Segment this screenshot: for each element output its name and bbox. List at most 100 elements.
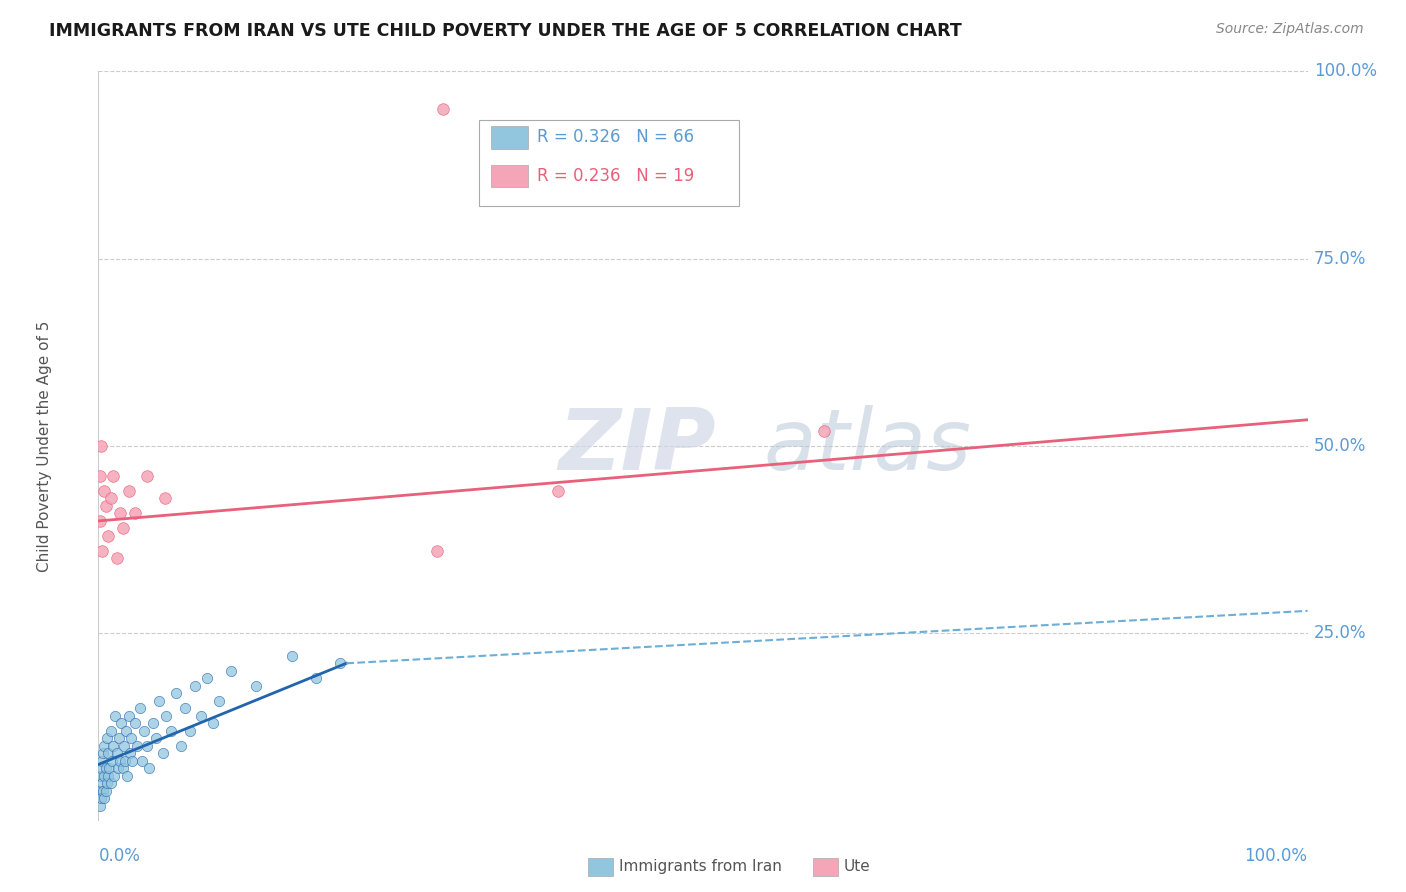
Point [426, 544, 449, 558]
Point [97, 769, 120, 783]
Point [124, 716, 146, 731]
Point [813, 424, 835, 438]
Point [89, 469, 111, 483]
Point [93, 483, 115, 498]
Point [96, 731, 118, 746]
Bar [492, 165, 527, 187]
Point [117, 769, 139, 783]
Point [94, 783, 117, 797]
Point [245, 679, 267, 693]
Point [128, 701, 150, 715]
Point [221, 664, 243, 678]
Point [100, 776, 122, 790]
FancyBboxPatch shape [479, 120, 740, 206]
Point [131, 754, 153, 768]
Point [165, 686, 187, 700]
Point [101, 739, 124, 753]
Text: R = 0.236   N = 19: R = 0.236 N = 19 [537, 168, 695, 186]
Point [174, 701, 197, 715]
Point [432, 102, 454, 116]
Text: R = 0.326   N = 66: R = 0.326 N = 66 [537, 128, 695, 145]
Point [96, 776, 118, 790]
Point [91, 746, 114, 760]
Point [93, 739, 115, 753]
Point [105, 746, 128, 760]
Point [115, 723, 138, 738]
Point [91, 783, 114, 797]
Text: 100.0%: 100.0% [1313, 62, 1376, 80]
Point [148, 694, 170, 708]
Text: atlas: atlas [763, 404, 972, 488]
Point [281, 648, 304, 663]
Point [112, 739, 135, 753]
Point [111, 521, 134, 535]
Point [103, 769, 125, 783]
Point [202, 716, 225, 731]
Point [97, 746, 120, 760]
Point [89, 514, 111, 528]
Point [100, 723, 122, 738]
Point [153, 491, 176, 506]
Point [135, 469, 157, 483]
Point [108, 754, 131, 768]
Point [121, 754, 143, 768]
Point [100, 754, 122, 768]
Point [114, 754, 136, 768]
Text: Immigrants from Iran: Immigrants from Iran [619, 859, 782, 873]
Point [135, 739, 157, 753]
Point [89, 783, 111, 797]
Point [108, 731, 131, 746]
Point [118, 483, 141, 498]
Point [179, 723, 201, 738]
Point [104, 708, 127, 723]
Point [107, 761, 129, 775]
Point [97, 529, 120, 543]
Point [145, 731, 167, 746]
Point [90, 761, 112, 775]
Point [329, 657, 352, 671]
Text: 75.0%: 75.0% [1313, 250, 1367, 268]
Point [169, 739, 191, 753]
Point [108, 507, 131, 521]
Point [98, 761, 121, 775]
Point [89, 769, 111, 783]
Point [208, 694, 231, 708]
Text: 100.0%: 100.0% [1244, 847, 1308, 865]
Point [134, 723, 156, 738]
Point [91, 754, 114, 768]
Point [120, 731, 142, 746]
Point [305, 671, 328, 685]
Text: Source: ZipAtlas.com: Source: ZipAtlas.com [1216, 22, 1364, 37]
Point [94, 761, 117, 775]
Point [155, 708, 177, 723]
Point [111, 761, 134, 775]
Point [91, 544, 114, 558]
Point [184, 679, 207, 693]
Point [195, 671, 218, 685]
Point [93, 769, 115, 783]
Point [93, 791, 115, 805]
Text: Child Poverty Under the Age of 5: Child Poverty Under the Age of 5 [37, 320, 52, 572]
Point [127, 739, 149, 753]
Point [90, 439, 112, 453]
Point [101, 469, 124, 483]
Point [547, 483, 569, 498]
Point [89, 798, 111, 813]
Point [152, 746, 174, 760]
Text: ZIP: ZIP [558, 404, 716, 488]
Point [94, 499, 117, 513]
Bar [492, 126, 527, 149]
Point [118, 746, 141, 760]
Point [142, 716, 165, 731]
Text: 25.0%: 25.0% [1313, 624, 1367, 642]
Text: IMMIGRANTS FROM IRAN VS UTE CHILD POVERTY UNDER THE AGE OF 5 CORRELATION CHART: IMMIGRANTS FROM IRAN VS UTE CHILD POVERT… [49, 22, 962, 40]
Point [160, 723, 183, 738]
Point [110, 716, 132, 731]
Text: 0.0%: 0.0% [98, 847, 141, 865]
Point [118, 708, 141, 723]
Text: 50.0%: 50.0% [1313, 437, 1367, 455]
Point [124, 507, 146, 521]
Point [90, 791, 112, 805]
Point [105, 551, 128, 566]
Text: Ute: Ute [844, 859, 870, 873]
